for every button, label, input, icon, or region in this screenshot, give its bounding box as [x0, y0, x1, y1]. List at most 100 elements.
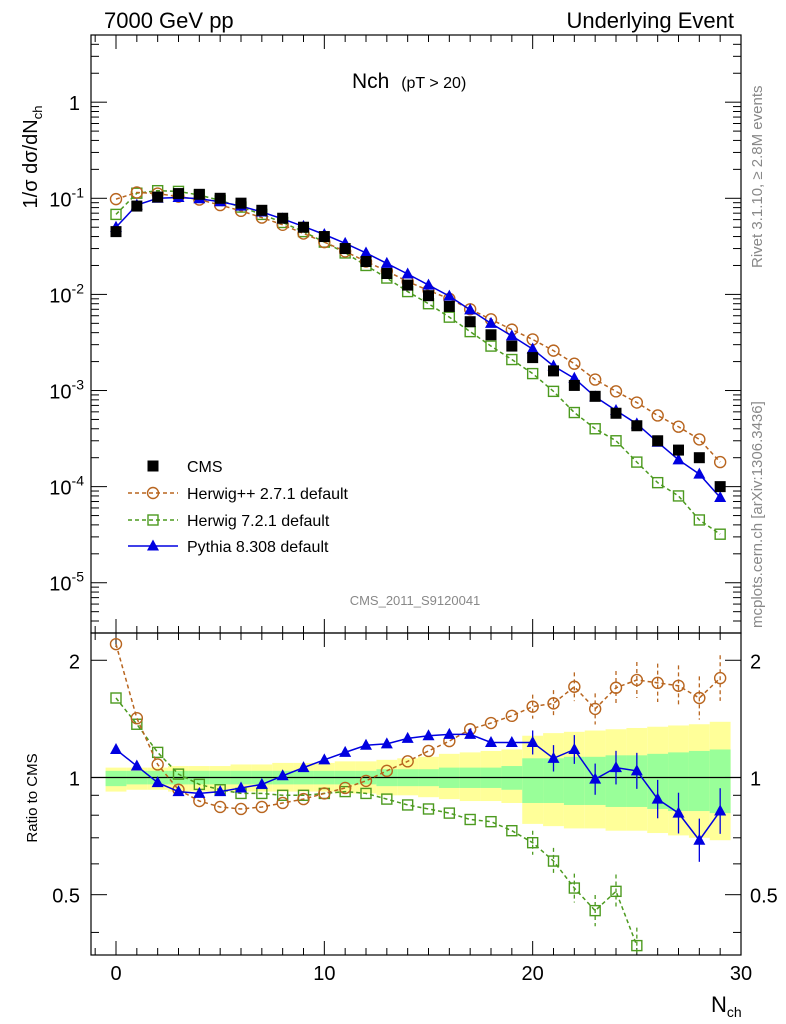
point-cms: [693, 452, 705, 464]
ratio-point-herwigpp: [630, 673, 644, 687]
ratio-point-herwig7: [381, 793, 393, 805]
main-title-text: Nch: [352, 70, 389, 93]
tick-base: 10: [49, 189, 71, 211]
point-pythia: [401, 267, 414, 279]
point-herwig7: [464, 325, 476, 338]
tick-base: 10: [49, 382, 71, 404]
ratio-point-pythia: [130, 759, 143, 771]
ratio-point-pythia: [630, 764, 643, 776]
point-herwig7: [568, 406, 581, 419]
point-pythia: [464, 303, 477, 315]
legend: CMS Herwig++ 2.7.1 default Herwig 7.2.1 …: [128, 459, 349, 556]
ratio-point-herwigpp: [422, 744, 435, 758]
point-pythia: [443, 289, 456, 301]
ratio-point-pythia: [151, 776, 164, 788]
ratio-point-pythia: [610, 761, 622, 773]
ratio-point-herwigpp: [693, 691, 706, 705]
ratio-y-tick-label-left: 2: [69, 651, 80, 673]
ratio-frame: [90, 632, 742, 956]
point-herwig7: [610, 435, 622, 447]
ratio-point-herwigpp: [380, 764, 394, 778]
main-ylabel: 1/σ dσ/dNch: [20, 106, 45, 209]
ratio-point-pythia: [401, 731, 414, 743]
ratio-point-herwigpp: [130, 711, 144, 725]
series-line-pythia: [115, 196, 721, 499]
ratio-point-pythia: [547, 751, 560, 763]
ratio-point-herwig7: [526, 836, 539, 849]
point-herwigpp: [693, 433, 706, 446]
point-cms: [527, 352, 539, 364]
legend-pythia-marker: [128, 539, 178, 551]
ratio-point-herwigpp: [359, 774, 373, 788]
ratio-point-herwig7: [464, 813, 476, 826]
point-herwig7: [110, 208, 122, 221]
point-cms: [110, 226, 122, 238]
ratio-ylabel: Ratio to CMS: [24, 753, 41, 842]
point-cms: [339, 243, 351, 255]
legend-symbol-herwigpp: [146, 486, 160, 500]
ratio-point-herwig7: [110, 692, 122, 704]
point-herwig7: [714, 528, 726, 540]
ratio-y-tick-label-right: 0.5: [750, 886, 778, 908]
header-right: Underlying Event: [566, 8, 734, 33]
point-herwig7: [631, 456, 643, 468]
point-cms: [589, 390, 601, 402]
point-pythia: [505, 329, 518, 341]
ratio-point-pythia: [505, 735, 518, 747]
legend-symbol-herwig7: [147, 514, 159, 526]
point-pythia: [714, 491, 727, 503]
ratio-point-herwigpp: [713, 671, 727, 685]
point-herwigpp: [109, 192, 123, 206]
point-pythia: [693, 467, 706, 479]
ratio-point-herwigpp: [213, 800, 227, 814]
point-cms: [464, 316, 476, 328]
tick-base: 10: [49, 478, 71, 500]
legend-symbol-pythia: [147, 539, 159, 551]
tick-exponent: -4: [72, 473, 85, 489]
mcplots-label: mcplots.cern.ch [arXiv:1306.3436]: [749, 401, 766, 628]
point-herwigpp: [547, 344, 560, 357]
x-tick-label: 30: [730, 963, 752, 985]
point-herwig7: [506, 353, 518, 366]
point-herwigpp: [651, 409, 664, 422]
legend-cms-label: CMS: [187, 459, 223, 476]
point-cms: [298, 221, 309, 233]
point-cms: [193, 188, 205, 200]
ratio-point-herwigpp: [568, 680, 581, 693]
x-axis-label-sub: ch: [727, 1004, 742, 1020]
point-cms: [485, 329, 497, 341]
point-herwig7: [651, 476, 664, 489]
ratio-series-group: [109, 637, 727, 955]
ratio-point-pythia: [568, 742, 581, 754]
ratio-point-pythia: [464, 727, 477, 739]
ratio-point-herwigpp: [109, 637, 123, 651]
main-y-tick-label: 10-1: [49, 184, 84, 211]
uncertainty-band: [105, 721, 731, 841]
x-tick-label: 0: [110, 963, 121, 985]
series-line-herwigpp: [115, 191, 721, 463]
ratio-point-herwig7: [276, 789, 289, 801]
main-title: Nch (pT > 20): [352, 70, 466, 93]
legend-herwigpp-marker: [128, 486, 178, 500]
point-cms: [360, 255, 372, 267]
main-y-tick-label: 1: [69, 93, 80, 115]
ratio-point-pythia: [380, 737, 393, 749]
point-cms: [652, 435, 664, 447]
tick-base: 10: [49, 574, 71, 596]
point-cms: [381, 268, 393, 280]
ratio-point-herwigpp: [484, 716, 498, 730]
ratio-point-pythia: [714, 804, 727, 816]
x-tick-label: 10: [313, 963, 335, 985]
x-tick-label: 20: [522, 963, 544, 985]
ratio-point-herwigpp: [672, 679, 685, 692]
watermark: CMS_2011_S9120041: [350, 593, 481, 608]
ratio-point-herwigpp: [255, 800, 269, 814]
point-herwig7: [526, 367, 539, 380]
tick-exponent: -5: [72, 569, 85, 585]
ratio-point-herwigpp: [651, 676, 664, 690]
point-cms: [673, 444, 684, 456]
ratio-point-pythia: [485, 735, 497, 747]
ratio-point-herwigpp: [338, 781, 352, 795]
ratio-point-herwig7: [506, 824, 518, 837]
point-herwig7: [443, 311, 456, 323]
